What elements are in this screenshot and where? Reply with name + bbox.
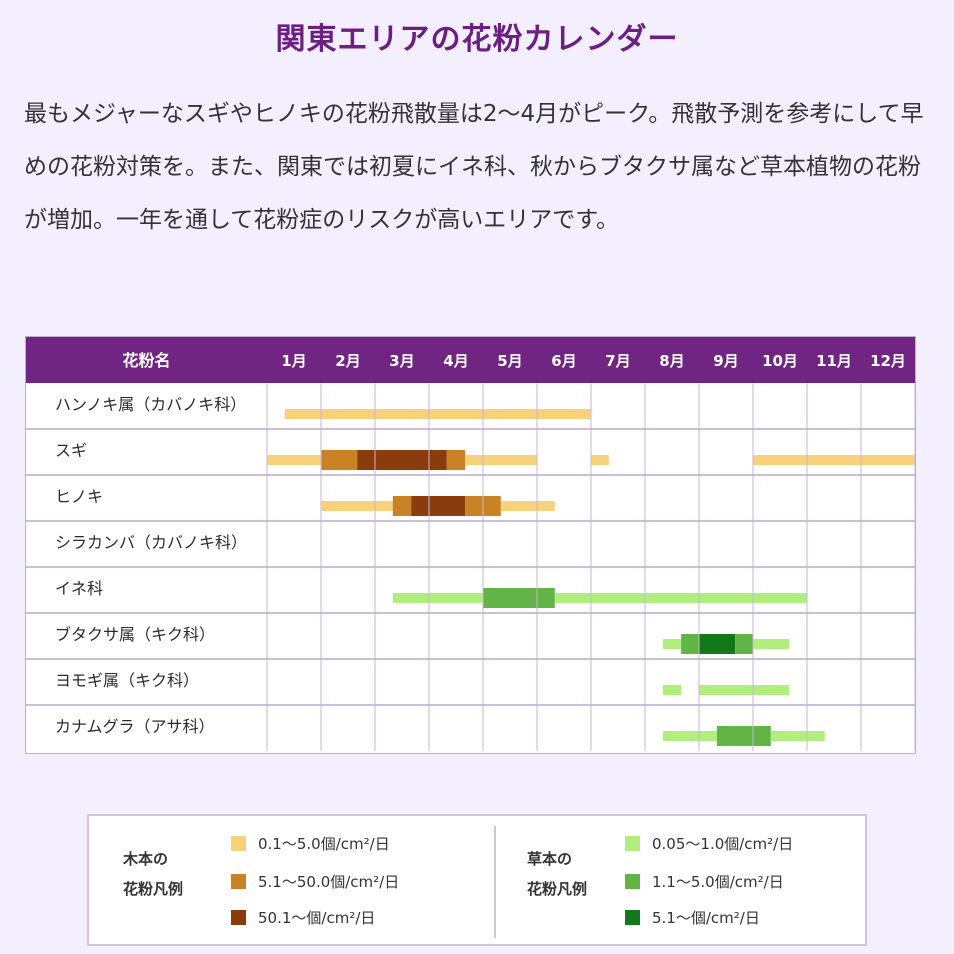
row-name-label: イネ科 bbox=[55, 579, 103, 598]
row-name-label: ヒノキ bbox=[55, 487, 103, 506]
month-label: 5月 bbox=[497, 352, 522, 370]
row-name-label: ハンノキ属（カバノキ科） bbox=[55, 395, 246, 414]
legend-tree-heading-line1: 木本の bbox=[123, 850, 169, 868]
pollen-bar bbox=[753, 455, 915, 465]
legend-grass-heading-line2: 花粉凡例 bbox=[527, 880, 588, 898]
legend-label: 0.1〜5.0個/cm²/日 bbox=[258, 834, 390, 853]
legend-tree-item-mid: 5.1〜50.0個/cm²/日 bbox=[231, 870, 399, 892]
legend-grass-heading-line1: 草本の bbox=[527, 850, 573, 868]
month-label: 3月 bbox=[389, 352, 414, 370]
pollen-bar bbox=[716, 726, 771, 746]
pollen-bar bbox=[699, 634, 736, 654]
month-label: 11月 bbox=[816, 352, 852, 370]
header-label: 花粉名 bbox=[122, 351, 170, 370]
month-label: 6月 bbox=[551, 352, 576, 370]
legend-swatch bbox=[231, 835, 246, 851]
pollen-bar bbox=[770, 731, 825, 741]
legend-tree-item-high: 50.1〜個/cm²/日 bbox=[231, 906, 375, 928]
pollen-bar bbox=[446, 450, 466, 470]
pollen-bar bbox=[554, 593, 807, 603]
pollen-bar bbox=[483, 588, 555, 608]
legend-tree-item-low: 0.1〜5.0個/cm²/日 bbox=[231, 832, 390, 854]
page-title: 関東エリアの花粉カレンダー bbox=[275, 22, 679, 57]
legend-label: 5.1〜50.0個/cm²/日 bbox=[258, 872, 400, 891]
month-label: 2月 bbox=[335, 352, 360, 370]
legend-divider bbox=[494, 826, 496, 938]
pollen-calendar-svg: 花粉名 1月 2月 3月 4月 5月 6月 7月 8月 9月 10月 11月 12月ハンノキ属（カバノキ… bbox=[26, 337, 915, 751]
legend-box: 木本の 花粉凡例 0.1〜5.0個/cm²/日 5.1〜50.0個/cm²/日 … bbox=[87, 814, 867, 946]
pollen-bar bbox=[662, 731, 717, 741]
pollen-bar bbox=[500, 501, 555, 511]
legend-tree-heading: 木本の 花粉凡例 bbox=[123, 844, 183, 904]
header-bar bbox=[26, 337, 915, 383]
pollen-bar bbox=[699, 685, 790, 695]
legend-swatch bbox=[231, 909, 246, 925]
month-label: 4月 bbox=[443, 352, 468, 370]
row-name-label: スギ bbox=[55, 441, 87, 460]
pollen-bar bbox=[392, 593, 483, 603]
legend-grass-heading: 草本の 花粉凡例 bbox=[527, 844, 587, 904]
pollen-bar bbox=[357, 450, 447, 470]
month-label: 10月 bbox=[762, 352, 798, 370]
legend-grass-item-low: 0.05〜1.0個/cm²/日 bbox=[625, 832, 793, 854]
legend-grass-item-high: 5.1〜個/cm²/日 bbox=[625, 906, 760, 928]
pollen-bar bbox=[662, 685, 682, 695]
month-label: 7月 bbox=[605, 352, 630, 370]
legend-swatch bbox=[625, 909, 640, 925]
pollen-bar bbox=[662, 639, 682, 649]
description-text: 最もメジャーなスギやヒノキの花粉飛散量は2〜4月がピーク。飛散予測を参考にして早… bbox=[24, 101, 924, 233]
pollen-calendar-chart: 花粉名 1月 2月 3月 4月 5月 6月 7月 8月 9月 10月 11月 12月ハンノキ属（カバノキ… bbox=[25, 336, 916, 754]
pollen-bar bbox=[753, 639, 790, 649]
legend-swatch bbox=[625, 835, 640, 851]
row-name-label: ヨモギ属（キク科） bbox=[55, 671, 199, 690]
pollen-bar bbox=[321, 450, 358, 470]
pollen-bar bbox=[392, 496, 412, 516]
pollen-bar bbox=[411, 496, 466, 516]
legend-label: 1.1〜5.0個/cm²/日 bbox=[652, 872, 784, 891]
legend-tree-heading-line2: 花粉凡例 bbox=[123, 880, 184, 898]
pollen-bar bbox=[284, 409, 591, 419]
legend-label: 5.1〜個/cm²/日 bbox=[652, 908, 760, 927]
pollen-bar bbox=[735, 634, 753, 654]
legend-swatch bbox=[231, 873, 246, 889]
row-name-label: シラカンバ（カバノキ科） bbox=[55, 533, 247, 552]
legend-grass-item-mid: 1.1〜5.0個/cm²/日 bbox=[625, 870, 784, 892]
legend-label: 50.1〜個/cm²/日 bbox=[258, 908, 376, 927]
month-label: 8月 bbox=[659, 352, 684, 370]
pollen-bar bbox=[267, 455, 321, 465]
row-name-label: ブタクサ属（キク科） bbox=[55, 625, 215, 644]
pollen-bar bbox=[591, 455, 609, 465]
pollen-bar bbox=[465, 455, 537, 465]
pollen-bar bbox=[681, 634, 699, 654]
month-label: 12月 bbox=[870, 352, 906, 370]
legend-swatch bbox=[625, 873, 640, 889]
pollen-bar bbox=[321, 501, 393, 511]
legend-label: 0.05〜1.0個/cm²/日 bbox=[652, 834, 794, 853]
month-label: 1月 bbox=[281, 352, 306, 370]
row-name-label: カナムグラ（アサ科） bbox=[55, 717, 215, 736]
month-label: 9月 bbox=[713, 352, 738, 370]
